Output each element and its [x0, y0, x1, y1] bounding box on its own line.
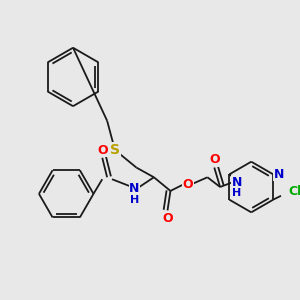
Text: O: O	[97, 143, 108, 157]
Text: O: O	[162, 212, 173, 225]
Text: O: O	[209, 153, 220, 166]
Text: S: S	[110, 143, 120, 157]
Text: O: O	[183, 178, 193, 190]
Text: N: N	[274, 168, 284, 181]
Text: N: N	[129, 182, 140, 196]
Text: H: H	[232, 188, 241, 198]
Text: Cl: Cl	[288, 185, 300, 198]
Text: N: N	[232, 176, 242, 189]
Text: H: H	[130, 195, 139, 205]
